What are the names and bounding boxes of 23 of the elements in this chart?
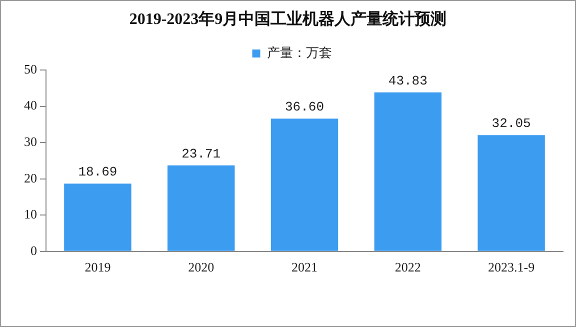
y-tick-label: 20 [24, 170, 37, 186]
x-tick-label: 2023.1-9 [488, 260, 535, 275]
text: 36.60 [284, 100, 324, 115]
bar [64, 184, 132, 251]
x-tick-label: 2022 [394, 260, 421, 275]
text: 32.05 [492, 116, 531, 132]
bar [478, 135, 545, 251]
x-tick-label: 2019 [84, 260, 111, 275]
text: 43.83 [388, 73, 428, 88]
bar [374, 92, 442, 251]
text: 23.71 [182, 146, 221, 162]
y-tick-label: 40 [24, 98, 37, 113]
y-tick-label: 50 [24, 61, 37, 76]
bar [167, 165, 235, 251]
legend-label: 产量：万套 [266, 46, 332, 61]
x-tick-label: 2020 [188, 260, 214, 275]
y-tick-label: 30 [24, 134, 37, 149]
text: 18.69 [78, 164, 118, 180]
chart-title: 2019-2023年9月中国工业机器人产量统计预测 [128, 9, 448, 30]
y-tick-label: 10 [24, 206, 37, 222]
y-tick-label: 0 [30, 242, 37, 258]
bar [270, 118, 338, 251]
x-tick-label: 2021 [292, 260, 318, 275]
